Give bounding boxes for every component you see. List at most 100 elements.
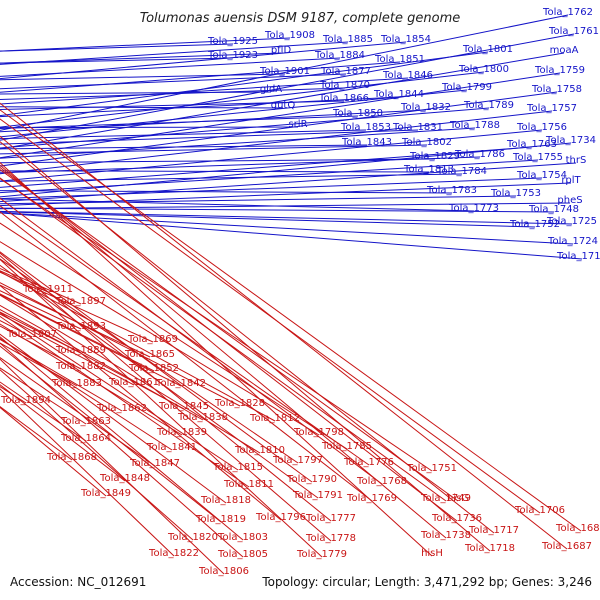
forward-leader-line — [0, 162, 577, 203]
forward-gene-label: Tola_1801 — [462, 44, 513, 55]
forward-leader-line — [0, 173, 463, 182]
forward-leader-line — [0, 177, 543, 200]
forward-gene-label: Tola_1870 — [319, 80, 370, 91]
reverse-gene-label: Tola_1845 — [158, 401, 209, 412]
reverse-leader-line — [0, 304, 204, 421]
reverse-gene-label: Tola_1751 — [406, 463, 457, 474]
forward-gene-label: Tola_1908 — [264, 30, 315, 41]
reverse-gene-label: Tola_1796 — [255, 512, 306, 523]
forward-leader-line — [0, 144, 428, 155]
reverse-gene-label: Tola_1849 — [80, 488, 131, 499]
reverse-gene-label: Tola_1778 — [305, 533, 356, 544]
reverse-gene-label: Tola_1852 — [128, 363, 179, 374]
reverse-leader-line — [0, 284, 151, 358]
reverse-leader-line — [0, 384, 126, 482]
reverse-gene-label: Tola_1706 — [514, 505, 565, 516]
reverse-leader-line — [0, 109, 582, 532]
forward-leader-line — [0, 52, 282, 64]
reverse-gene-label: hisH — [421, 548, 443, 559]
reverse-gene-label: Tola_1779 — [296, 549, 347, 560]
label-lines-layer — [0, 14, 583, 575]
reverse-gene-label: Tola_1791 — [292, 490, 343, 501]
forward-leader-line — [0, 129, 543, 182]
forward-gene-label: Tola_1866 — [318, 93, 369, 104]
forward-leader-line — [0, 77, 409, 105]
forward-gene-label: moaA — [550, 45, 579, 56]
forward-leader-line — [0, 33, 575, 141]
reverse-gene-label: Tola_1883 — [51, 378, 102, 389]
forward-leader-line — [0, 96, 400, 118]
forward-leader-line — [0, 14, 569, 131]
reverse-gene-label: Tola_1907 — [6, 329, 57, 340]
forward-gene-label: Tola_1762 — [542, 7, 593, 18]
forward-leader-line — [0, 52, 565, 150]
forward-gene-label: Tola_1754 — [516, 170, 567, 181]
reverse-leader-line — [0, 333, 227, 504]
forward-gene-label: Tola_1758 — [531, 84, 582, 95]
reverse-gene-label: Tola_1861 — [108, 377, 159, 388]
reverse-gene-label: Tola_1820 — [167, 532, 218, 543]
forward-gene-label: Tola_1748 — [528, 204, 579, 215]
forward-leader-line — [0, 57, 341, 77]
reverse-gene-label: Tola_1785 — [321, 441, 372, 452]
reverse-leader-line — [0, 118, 541, 514]
forward-gene-label: rplT — [561, 175, 581, 186]
reverse-gene-label: Tola_1686 — [555, 523, 600, 534]
forward-leader-line — [0, 159, 539, 194]
forward-leader-line — [0, 51, 489, 117]
forward-gene-label: Tola_1831 — [392, 122, 443, 133]
forward-gene-label: pflD — [271, 45, 292, 56]
forward-leader-line — [0, 110, 553, 175]
reverse-leader-line — [0, 102, 568, 550]
forward-gene-label: gldA — [260, 84, 282, 95]
forward-leader-line — [0, 207, 555, 213]
forward-gene-label: Tola_1854 — [380, 34, 431, 45]
reverse-gene-label: Tola_1810 — [234, 445, 285, 456]
gene-labels-layer: Tola_1925 Tola_1923 Tola_1908 pflD Tola_1901… — [0, 7, 600, 577]
forward-gene-label: Tola_1877 — [320, 66, 371, 77]
forward-gene-label: Tola_1884 — [314, 50, 365, 61]
forward-gene-label: Tola_1925 — [207, 36, 258, 47]
reverse-gene-label: Tola_1911 — [22, 284, 73, 295]
reverse-leader-line — [0, 178, 433, 472]
forward-gene-label: Tola_1832 — [400, 102, 451, 113]
reverse-gene-label: Tola_1805 — [217, 549, 268, 560]
reverse-gene-label: Tola_1842 — [155, 378, 206, 389]
reverse-leader-line — [0, 406, 107, 497]
reverse-leader-line — [0, 135, 491, 552]
reverse-leader-line — [0, 222, 348, 450]
reverse-leader-line — [0, 205, 370, 466]
forward-leader-line — [0, 109, 427, 133]
forward-gene-label: pheS — [557, 195, 582, 206]
reverse-leader-line — [0, 294, 182, 387]
reverse-gene-label: Tola_1869 — [127, 334, 178, 345]
reverse-gene-label: Tola_1822 — [148, 548, 199, 559]
forward-gene-label: Tola_1763 — [506, 139, 557, 150]
reverse-leader-line — [0, 252, 332, 522]
reverse-gene-label: Tola_1894 — [0, 395, 51, 406]
forward-leader-line — [0, 144, 368, 150]
forward-gene-label: Tola_1844 — [373, 89, 424, 100]
reverse-leader-line — [0, 241, 320, 436]
forward-leader-line — [0, 100, 345, 111]
reverse-leader-line — [0, 358, 225, 575]
reverse-gene-label: Tola_1863 — [60, 416, 111, 427]
reverse-gene-label: Tola_1839 — [156, 427, 207, 438]
forward-gene-label: Tola_1813 — [403, 164, 454, 175]
reverse-gene-label: Tola_1717 — [468, 525, 519, 536]
forward-leader-line — [0, 195, 517, 205]
forward-leader-line — [0, 142, 572, 198]
forward-gene-label: Tola_1784 — [436, 166, 487, 177]
reverse-leader-line — [0, 388, 175, 557]
forward-gene-label: Tola_1923 — [207, 50, 258, 61]
forward-gene-label: Tola_1759 — [534, 65, 585, 76]
forward-leader-line — [0, 212, 574, 245]
reverse-leader-line — [0, 323, 183, 436]
reverse-gene-label: Tola_1718 — [464, 543, 515, 554]
reverse-gene-label: Tola_1868 — [46, 452, 97, 463]
reverse-gene-label: Tola_1803 — [217, 532, 268, 543]
reverse-leader-line — [0, 164, 447, 539]
reverse-gene-label: Tola_1769 — [346, 493, 397, 504]
forward-gene-label: Tola_1843 — [341, 137, 392, 148]
forward-leader-line — [0, 126, 299, 129]
